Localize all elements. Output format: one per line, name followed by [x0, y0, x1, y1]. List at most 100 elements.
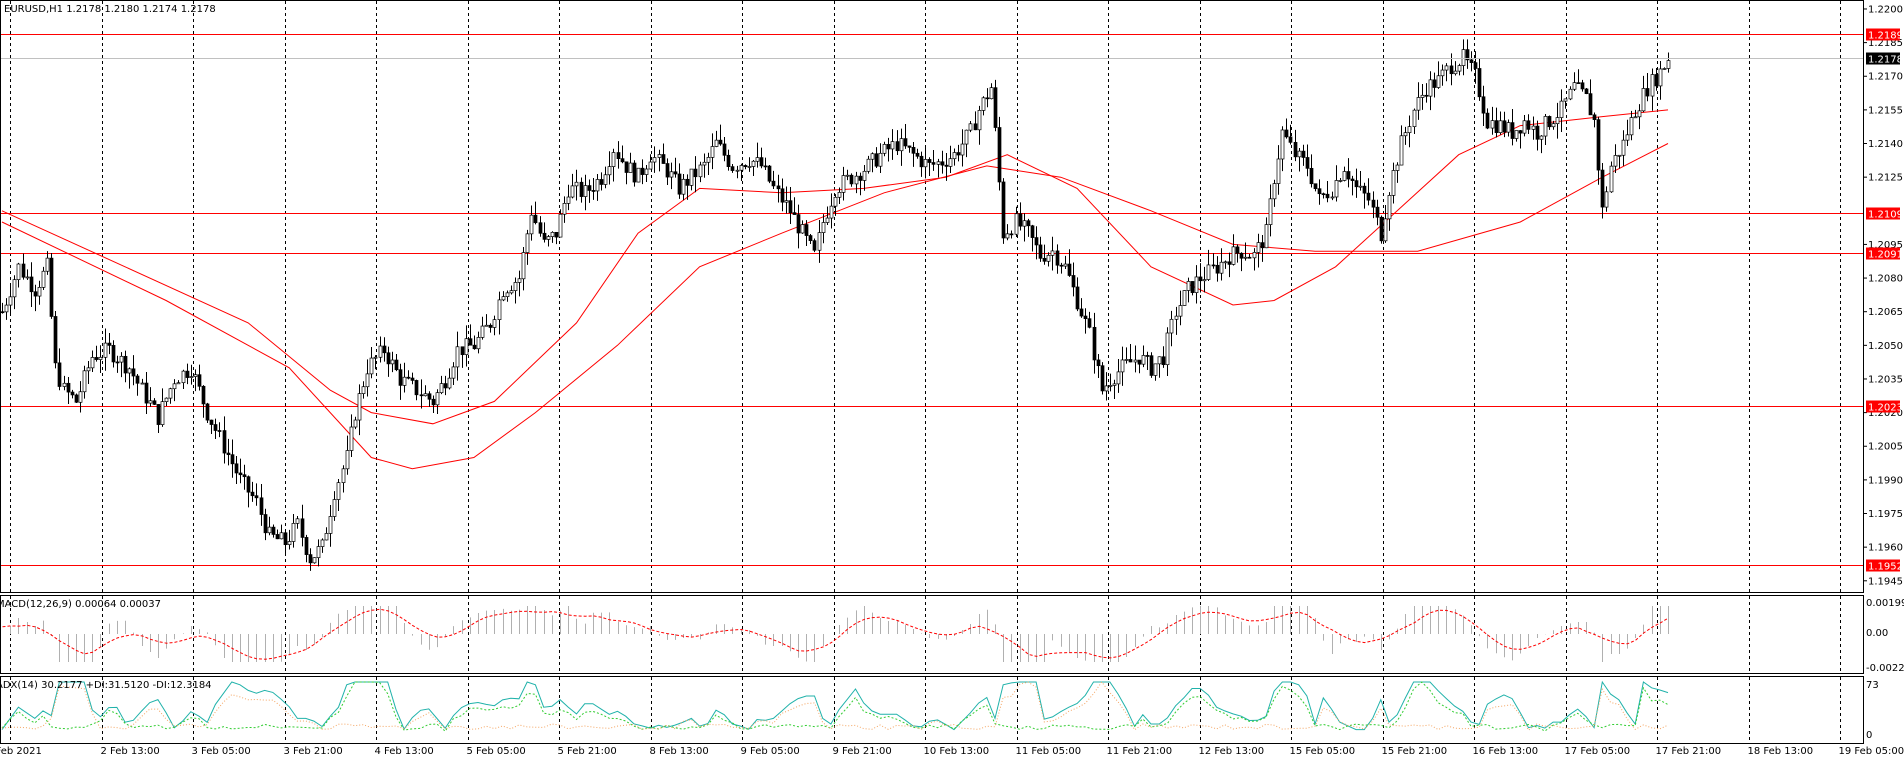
candle-body [919, 155, 924, 168]
candle-body [357, 393, 362, 421]
candle-body [1334, 180, 1339, 198]
candle-body [862, 170, 867, 181]
candle-body [238, 472, 243, 476]
candle-body [1284, 129, 1289, 138]
candle-body [197, 374, 202, 387]
candle-body [497, 299, 502, 320]
candle-body [324, 533, 329, 541]
level-tag-bg [1866, 247, 1900, 260]
candle-body [845, 174, 850, 177]
candle-body [472, 344, 477, 350]
candle-body [1297, 150, 1302, 158]
candle-body [254, 495, 259, 499]
candle-body [1514, 130, 1519, 139]
candle-body [16, 263, 21, 281]
candle-body [181, 370, 186, 384]
candle-body [1141, 355, 1146, 365]
candle-body [1182, 290, 1187, 306]
candle-body [86, 367, 91, 372]
macd-signal-line [2, 608, 1669, 660]
candle-body [488, 324, 493, 328]
time-tick-label: 1 Feb 2021 [0, 746, 42, 757]
candle-body [685, 178, 690, 186]
candle-body [505, 292, 510, 297]
candle-body [1120, 359, 1125, 373]
level-tag-label: 1.2189 [1868, 31, 1903, 42]
candle-body [1256, 242, 1261, 253]
candle-body [931, 162, 936, 165]
price-axis: 1.2200 1.2185 1.2170 1.2155 1.2140 1.2125 1.20… [1863, 4, 1903, 587]
current-price-tag: 1.2178 [1866, 52, 1903, 66]
candle-body [1050, 250, 1055, 256]
candle-body [1555, 117, 1560, 124]
candle-body [603, 174, 608, 185]
candle-body [952, 152, 957, 160]
candle-body [698, 164, 703, 178]
candle-body [1313, 183, 1318, 190]
candle-body [607, 166, 612, 176]
candle-body [378, 345, 383, 358]
candle-body [632, 162, 637, 183]
macd-header: MACD(12,26,9) 0.00064 0.00037 [0, 599, 161, 610]
candle-body [1350, 178, 1355, 181]
candle-body [1198, 276, 1203, 282]
macd-histogram [10, 606, 1669, 662]
main-chart-header: EURUSD,H1 1.2178 1.2180 1.2174 1.2178 [4, 4, 216, 15]
candle-body [1473, 62, 1478, 69]
candle-body [657, 154, 662, 158]
candle-body [213, 424, 218, 431]
candle-body [689, 168, 694, 186]
candle-body [636, 167, 641, 183]
candle-body [525, 233, 530, 253]
candle-body [373, 356, 378, 359]
candle-body [973, 123, 978, 131]
candle-body [874, 153, 879, 167]
candle-body [722, 143, 727, 156]
candle-body [755, 157, 760, 162]
candle-body [1005, 233, 1010, 239]
candle-body [747, 166, 752, 168]
candle-body [1354, 180, 1359, 188]
candle-body [501, 296, 506, 301]
candle-body [808, 235, 813, 241]
candle-body [665, 163, 670, 178]
candle-body [981, 97, 986, 111]
level-tag-bg [1866, 400, 1900, 413]
candle-body [1543, 116, 1548, 137]
candle-body [1165, 332, 1170, 366]
candle-body [574, 181, 579, 187]
candle-body [1654, 74, 1659, 87]
candle-body [414, 380, 419, 396]
price-tick-label: 1.2185 [1868, 38, 1903, 49]
adx-panel-frame [0, 676, 1864, 744]
candle-body [509, 290, 514, 294]
time-tick-label: 11 Feb 05:00 [1016, 746, 1082, 757]
candle-body [1539, 135, 1544, 140]
candle-body [1178, 305, 1183, 317]
candle-body [1621, 139, 1626, 156]
candle-body [989, 87, 994, 100]
candle-body [1407, 126, 1412, 134]
candle-body [304, 537, 309, 555]
candle-body [1338, 180, 1343, 182]
candle-body [21, 263, 26, 278]
candle-body [443, 383, 448, 389]
candle-body [599, 179, 604, 185]
candle-body [103, 342, 108, 358]
candle-body [0, 311, 5, 314]
candle-body [1042, 257, 1047, 262]
candle-body [201, 385, 206, 405]
candle-body [1059, 264, 1064, 267]
candle-body [328, 516, 333, 534]
candle-body [1609, 165, 1614, 193]
candle-body [710, 146, 715, 158]
candle-body [866, 158, 871, 172]
candle-body [45, 257, 50, 272]
candle-body [172, 383, 177, 390]
candle-body [800, 224, 805, 234]
candle-body [587, 185, 592, 191]
candle-body [1096, 359, 1101, 367]
candle-body [829, 205, 834, 219]
candle-body [1305, 157, 1310, 169]
